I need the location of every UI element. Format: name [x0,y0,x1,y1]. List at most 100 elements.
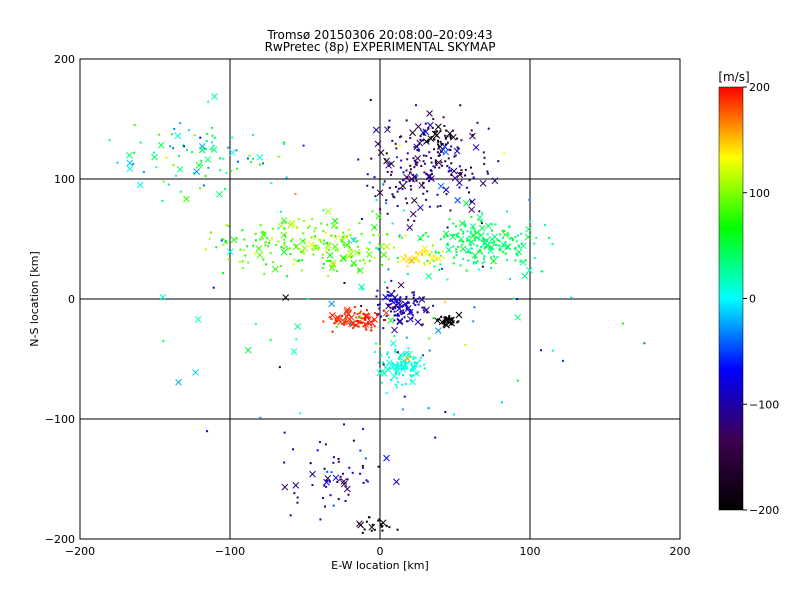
data-point [416,258,419,261]
data-point-cross [407,315,414,323]
data-point [417,259,420,262]
data-point [423,363,426,366]
data-point [377,465,380,468]
data-point [480,222,483,225]
data-point [296,227,299,230]
data-point [225,242,228,245]
data-point [349,234,352,237]
data-point [254,322,257,325]
data-point [515,252,518,255]
data-point [496,239,499,242]
data-point [498,247,501,250]
data-point [323,484,326,487]
data-point [404,234,407,237]
data-point-cross [372,126,380,134]
data-point [363,318,366,321]
data-point [446,165,449,168]
data-point [472,260,475,263]
data-point-cross [280,248,288,256]
data-point [417,297,420,300]
data-point [437,318,440,321]
data-point-cross [387,317,394,324]
data-point [422,186,425,189]
data-point [422,139,425,142]
data-point [401,311,404,314]
data-point [269,252,272,255]
data-point [277,240,280,243]
data-point [290,240,293,243]
data-point-cross [260,231,267,239]
data-point-cross [437,182,445,190]
data-point [270,182,273,185]
data-point-cross [385,359,393,367]
data-point [421,181,424,184]
data-point [439,204,442,207]
data-point [179,122,182,125]
y-tick-label: 0 [68,293,75,306]
data-point [424,122,427,125]
data-point [405,307,408,310]
data-point [402,309,405,312]
data-point-cross [484,222,492,230]
data-point-cross [397,281,405,289]
data-point [389,294,392,297]
data-point [422,234,425,237]
data-point [393,196,396,199]
data-point [285,245,288,248]
data-point-cross [193,168,201,175]
data-point [494,223,497,226]
data-point [394,142,397,145]
data-point-cross [389,340,397,347]
data-point [283,244,286,247]
data-point [346,478,349,481]
data-point-cross [396,317,404,325]
data-point [318,441,321,444]
data-point [395,370,398,373]
data-point [383,180,386,183]
data-point [384,365,387,368]
data-point [349,309,352,312]
data-point [353,325,356,328]
data-point [485,246,488,249]
data-point [222,243,225,246]
data-point-cross [366,251,373,258]
data-point [392,246,395,249]
data-point [357,325,360,328]
data-point [480,239,483,242]
colorbar-tick-label: −100 [749,398,779,411]
data-point [464,344,467,347]
data-point [193,134,196,137]
data-point-cross [348,314,355,321]
data-point [483,255,486,258]
data-point [360,217,363,220]
data-point [520,232,523,235]
data-point [365,520,368,523]
y-axis-ticks: −200 −100 0 100 200 [45,53,75,546]
data-point-cross [328,300,336,308]
data-point-cross [326,251,334,259]
data-point [414,259,417,262]
data-point [264,233,267,236]
colorbar-tick-label: 0 [749,293,756,306]
x-tick-label: 200 [670,545,691,558]
data-point [432,138,435,141]
data-point [334,237,337,240]
data-point [323,262,326,265]
data-point [487,127,490,130]
data-point [292,448,295,451]
data-point [239,248,242,251]
data-point [442,256,445,259]
data-point [398,299,401,302]
data-point [438,268,441,271]
data-point [207,166,210,169]
data-point-cross [216,190,223,198]
data-point-cross [271,265,279,273]
data-point [552,349,555,352]
data-point [227,146,230,149]
data-point [405,119,408,122]
data-point-cross [422,250,430,257]
data-point [404,383,407,386]
data-point [435,251,438,254]
data-point [348,466,351,469]
data-point [402,171,405,174]
